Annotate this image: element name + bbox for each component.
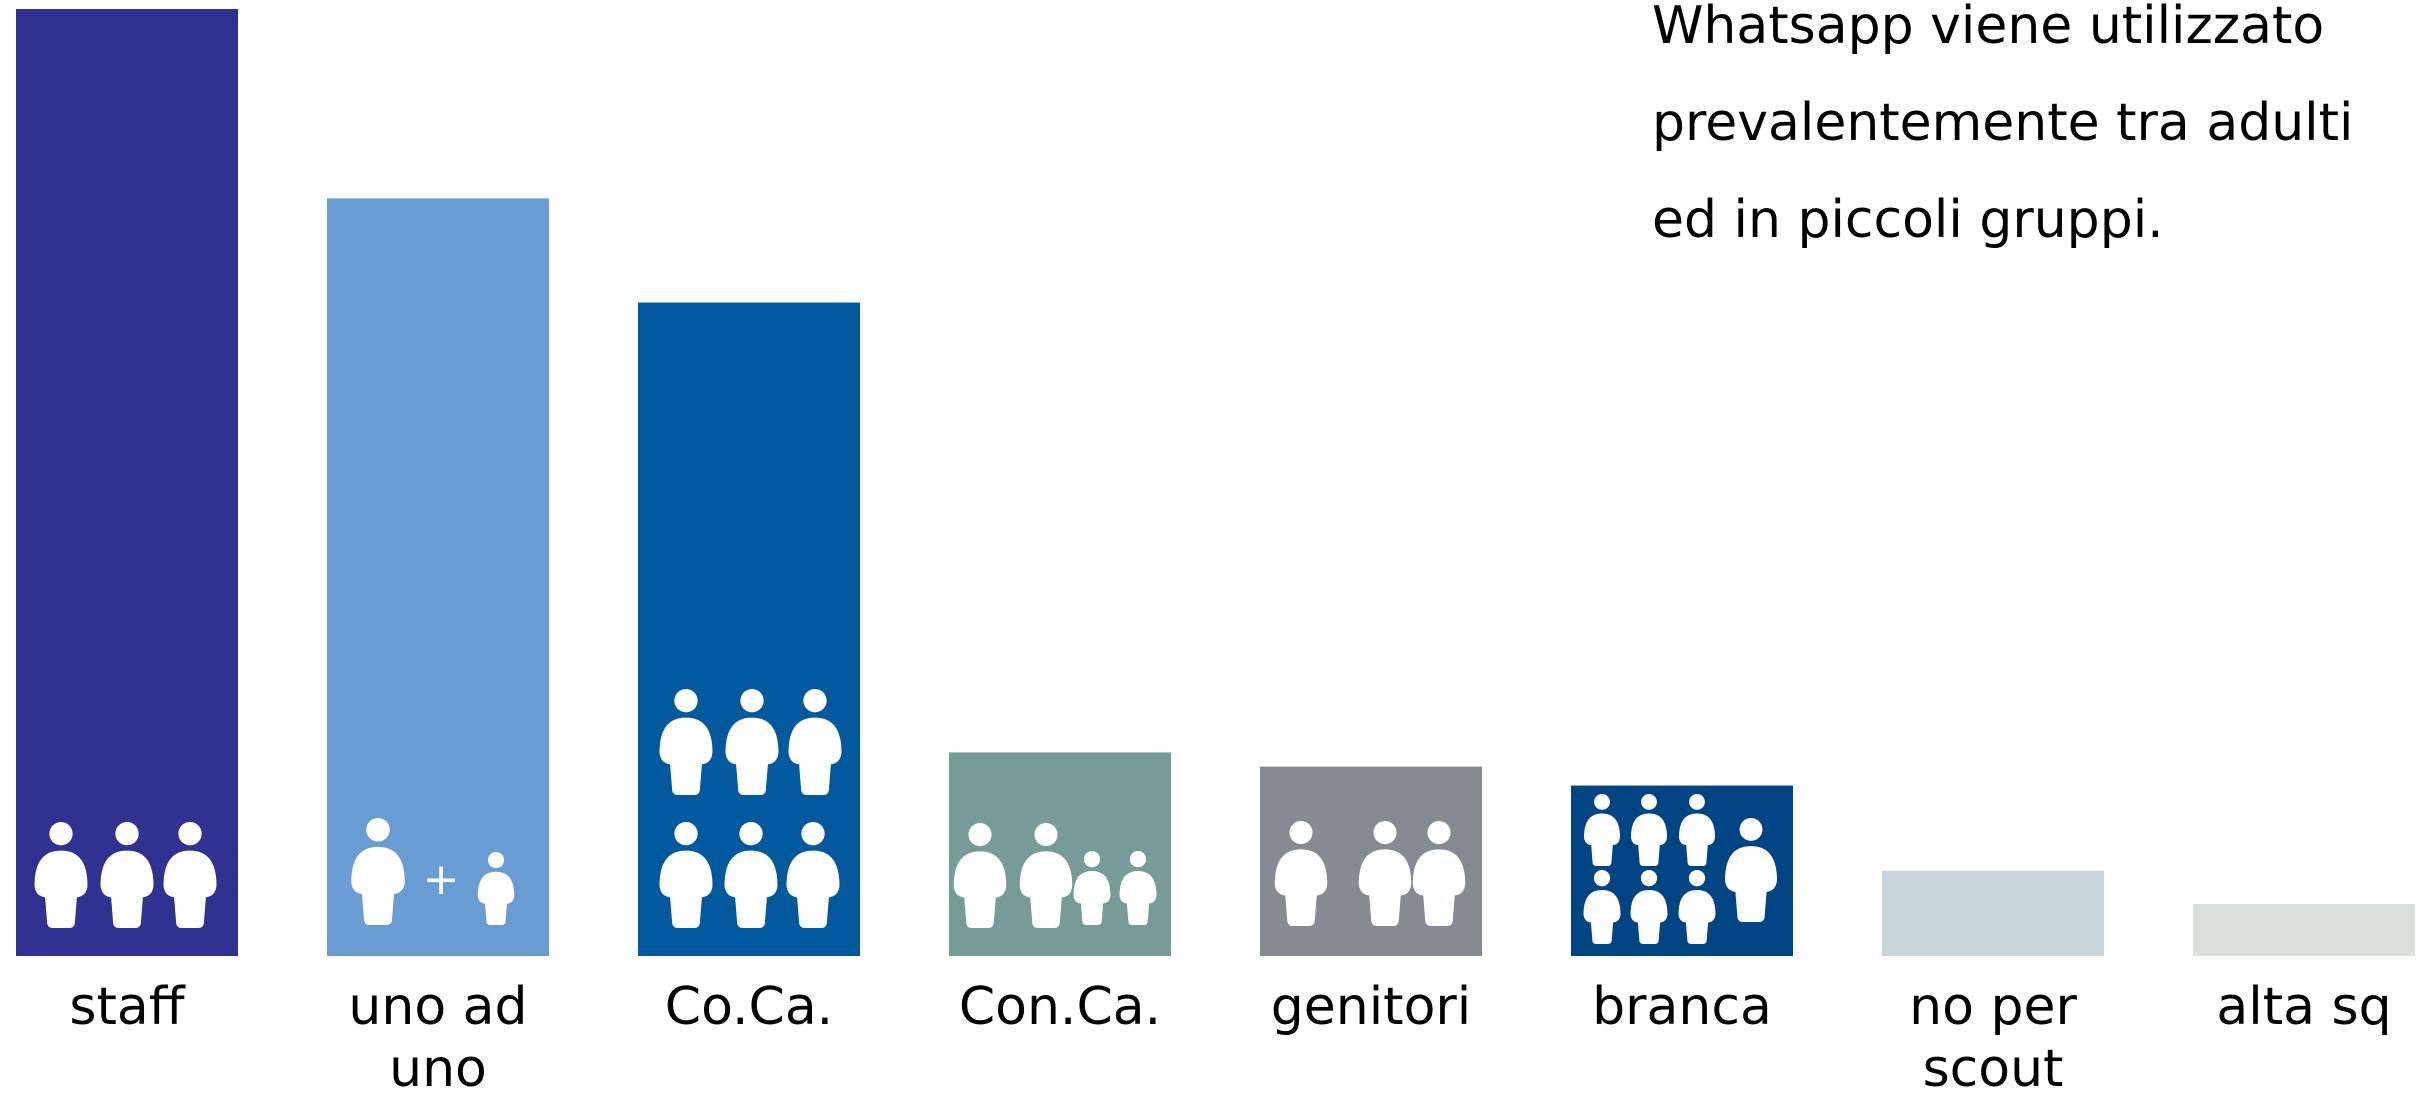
- two-adults-two-children-icon: [953, 823, 1157, 928]
- chart-annotation: Whatsapp viene utilizzato prevalentement…: [1652, 0, 2392, 269]
- adult-and-couple-icon: [1274, 821, 1466, 926]
- category-label: uno: [389, 1039, 487, 1096]
- bar: [327, 198, 549, 956]
- children-group-with-adult-icon: [1583, 794, 1777, 944]
- category-label: staff: [69, 977, 185, 1037]
- annotation-line: Whatsapp viene utilizzato: [1652, 0, 2325, 56]
- bar: [2193, 903, 2415, 956]
- annotation-line: prevalentemente tra adulti: [1652, 93, 2354, 153]
- bar: [1882, 870, 2104, 956]
- bar: [16, 9, 238, 956]
- category-label: Co.Ca.: [665, 977, 833, 1037]
- category-label: alta sq: [2216, 977, 2391, 1037]
- adult-plus-child-icon: +: [351, 818, 515, 925]
- svg-text:+: +: [423, 854, 460, 905]
- bar: [638, 302, 860, 956]
- category-label: Con.Ca.: [959, 977, 1161, 1037]
- three-adults-icon: [34, 822, 217, 928]
- category-label: uno ad: [348, 977, 527, 1037]
- category-label: no per: [1909, 977, 2077, 1037]
- annotation-line: ed in piccoli gruppi.: [1652, 190, 2164, 250]
- category-label: genitori: [1271, 977, 1471, 1037]
- category-label: scout: [1923, 1039, 2064, 1096]
- six-adults-icon: [659, 689, 842, 928]
- category-label: branca: [1592, 977, 1772, 1037]
